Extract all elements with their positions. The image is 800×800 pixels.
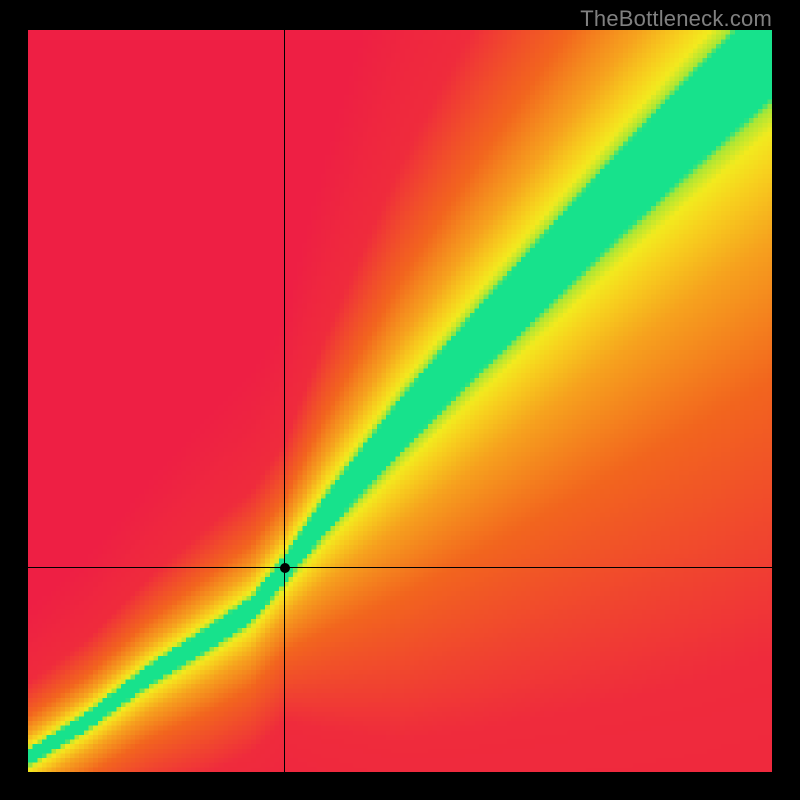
crosshair-horizontal xyxy=(28,567,772,568)
heatmap-plot xyxy=(28,30,772,772)
crosshair-marker-dot xyxy=(280,563,290,573)
crosshair-vertical xyxy=(284,30,285,772)
watermark-text: TheBottleneck.com xyxy=(580,6,772,32)
heatmap-canvas xyxy=(28,30,772,772)
